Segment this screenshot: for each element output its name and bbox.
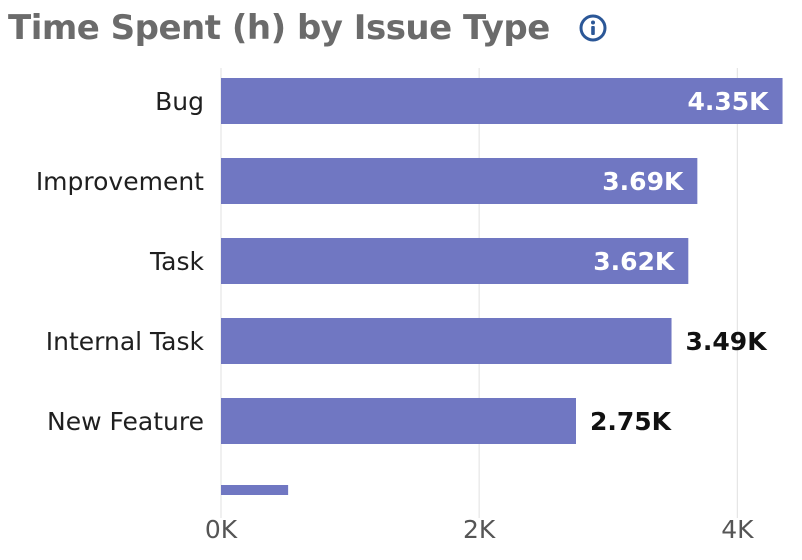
chart-header: Time Spent (h) by Issue Type	[8, 4, 608, 52]
bar	[221, 78, 783, 124]
value-label: 3.49K	[686, 327, 769, 356]
bar-chart: 0K 2K 4K Bug 4.35K Improvement 3.69K Task 3.62K I…	[36, 68, 783, 544]
chart-title: Time Spent (h) by Issue Type	[8, 8, 550, 48]
value-label: 3.62K	[593, 247, 676, 276]
bar	[221, 485, 289, 495]
category-label: Bug	[155, 87, 204, 116]
x-tick-label: 0K	[205, 515, 238, 544]
bar	[221, 238, 689, 284]
x-tick-label: 4K	[721, 515, 754, 544]
category-label: New Feature	[47, 407, 204, 436]
value-label: 3.69K	[602, 167, 685, 196]
bar	[221, 158, 698, 204]
info-icon-graphic	[579, 14, 607, 42]
x-tick-label: 2K	[463, 515, 496, 544]
info-icon[interactable]	[578, 13, 608, 43]
category-label: Improvement	[36, 167, 204, 196]
category-label: Internal Task	[46, 327, 205, 356]
bar	[221, 398, 576, 444]
value-label: 2.75K	[590, 407, 673, 436]
category-label: Task	[149, 247, 204, 276]
value-label: 4.35K	[687, 87, 770, 116]
bar	[221, 318, 672, 364]
